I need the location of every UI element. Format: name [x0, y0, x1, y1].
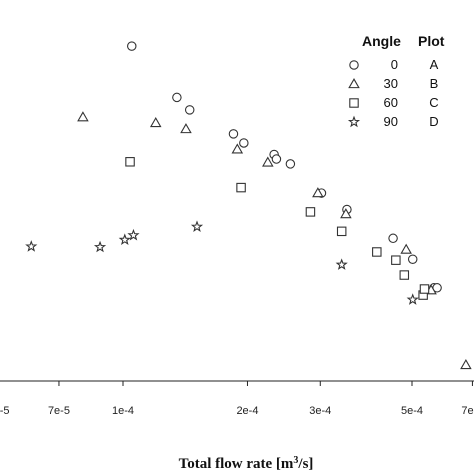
point-square-60-2: [305, 207, 316, 217]
series-60: [125, 157, 430, 300]
legend-header-angle: Angle: [362, 33, 401, 49]
x-tick-label-4: 3e-4: [309, 405, 331, 417]
series-90: [25, 220, 419, 305]
point-star-90-4: [190, 220, 204, 232]
legend-angle-60: 60: [384, 95, 398, 110]
x-tick-label-5: 5e-4: [401, 405, 423, 417]
point-circle-0-10: [388, 233, 398, 244]
legend-plot-B: B: [430, 76, 439, 91]
point-triangle-30-0: [77, 111, 89, 122]
point-circle-0-0: [127, 41, 137, 51]
point-square-60-6: [399, 270, 410, 280]
point-square-60-1: [236, 182, 246, 193]
legend-rows: 0 A 30 B 60 C 90 D: [347, 57, 439, 129]
legend-plot-D: D: [429, 114, 438, 129]
point-triangle-30-1: [149, 116, 162, 128]
point-star-90-6: [406, 293, 419, 305]
x-axis-ticks: 5e-5 7e-5 1e-4 2e-4 3e-4 5e-4 7e-4: [0, 381, 474, 417]
x-tick-label-6: 7e-4: [461, 405, 474, 417]
x-tick-label-3: 2e-4: [236, 405, 258, 417]
point-triangle-30-7: [400, 243, 412, 254]
series-30: [77, 111, 472, 370]
point-circle-0-4: [239, 138, 249, 148]
legend: Angle Plot 0 A 30 B 60 C 90 D: [347, 33, 445, 129]
point-square-60-3: [336, 226, 347, 237]
point-circle-0-6: [271, 154, 282, 164]
legend-marker-0: [349, 60, 359, 70]
point-square-60-8: [419, 284, 430, 294]
point-star-90-0: [25, 240, 38, 252]
legend-angle-30: 30: [384, 76, 398, 91]
legend-plot-C: C: [429, 95, 438, 110]
point-triangle-30-3: [231, 143, 244, 154]
point-triangle-30-5: [312, 187, 324, 198]
x-tick-label-0: 5e-5: [0, 405, 10, 417]
point-circle-0-7: [285, 159, 296, 169]
legend-marker-60: [349, 98, 359, 108]
point-star-90-5: [335, 258, 348, 270]
point-square-60-5: [391, 255, 401, 265]
point-circle-0-2: [184, 105, 195, 115]
data-markers: [25, 41, 472, 370]
point-circle-0-11: [407, 254, 418, 265]
point-triangle-30-9: [460, 358, 472, 370]
x-tick-label-2: 1e-4: [112, 405, 134, 417]
point-star-90-2: [118, 233, 131, 246]
point-triangle-30-4: [262, 156, 274, 167]
legend-header-plot: Plot: [418, 33, 445, 49]
x-tick-label-1: 7e-5: [48, 405, 70, 417]
point-star-90-1: [93, 240, 107, 253]
legend-marker-90: [347, 115, 361, 128]
point-square-60-0: [125, 157, 135, 167]
point-star-90-3: [127, 228, 140, 241]
point-circle-0-1: [172, 92, 182, 103]
point-square-60-4: [372, 247, 382, 257]
legend-angle-0: 0: [391, 57, 398, 72]
point-circle-0-3: [228, 129, 239, 139]
x-axis-title: Total flow rate [m3/s]: [179, 455, 314, 473]
legend-plot-A: A: [430, 57, 439, 72]
legend-angle-90: 90: [384, 114, 398, 129]
point-triangle-30-6: [340, 208, 352, 219]
legend-marker-30: [348, 78, 360, 89]
point-triangle-30-2: [180, 123, 192, 134]
